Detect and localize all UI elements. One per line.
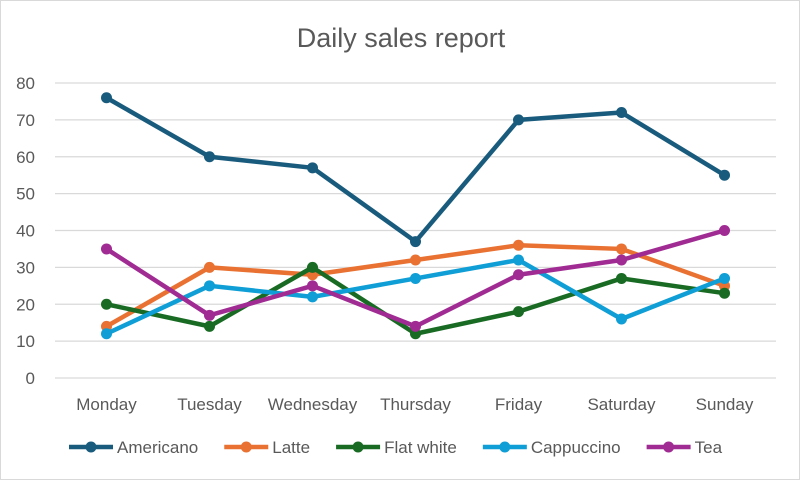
legend-label: Flat white	[384, 438, 457, 457]
data-point	[616, 272, 627, 284]
x-tick-label: Monday	[76, 395, 137, 414]
data-point	[101, 92, 112, 104]
data-point	[719, 169, 730, 181]
y-tick-label: 20	[16, 295, 35, 314]
data-point	[410, 236, 421, 248]
legend-label: Tea	[695, 438, 723, 457]
chart-title: Daily sales report	[297, 23, 506, 53]
y-tick-label: 10	[16, 332, 35, 351]
legend-item: Latte	[224, 438, 310, 457]
x-tick-label: Friday	[495, 395, 543, 414]
y-tick-label: 50	[16, 185, 35, 204]
data-point	[307, 291, 318, 303]
data-point	[513, 306, 524, 318]
x-tick-label: Saturday	[587, 395, 656, 414]
legend-label: Cappuccino	[531, 438, 621, 457]
data-point	[616, 243, 627, 255]
data-point	[101, 298, 112, 310]
legend-item: Americano	[69, 438, 198, 457]
data-point	[204, 280, 215, 292]
data-point	[410, 254, 421, 266]
data-point	[616, 313, 627, 325]
data-point	[410, 272, 421, 284]
data-point	[204, 261, 215, 273]
data-point	[204, 151, 215, 163]
series-americano	[101, 92, 730, 248]
y-tick-label: 0	[26, 369, 35, 388]
y-tick-label: 80	[16, 74, 35, 93]
y-tick-label: 70	[16, 111, 35, 130]
data-point	[307, 162, 318, 174]
data-point	[513, 239, 524, 251]
data-point	[204, 309, 215, 321]
data-point	[101, 243, 112, 255]
legend-label: Americano	[117, 438, 198, 457]
data-point	[719, 272, 730, 284]
data-point	[616, 107, 627, 118]
legend-marker	[352, 441, 364, 453]
data-point	[719, 225, 730, 236]
x-tick-label: Sunday	[696, 395, 754, 414]
data-point	[719, 287, 730, 299]
x-tick-label: Tuesday	[177, 395, 242, 414]
series-tea	[101, 225, 730, 332]
data-point	[513, 269, 524, 281]
legend-marker	[240, 441, 252, 453]
legend-item: Cappuccino	[482, 438, 621, 457]
legend-marker	[499, 441, 511, 453]
legend-item: Flat white	[336, 438, 457, 457]
data-point	[410, 320, 421, 332]
data-point	[204, 320, 215, 332]
legend-label: Latte	[272, 438, 310, 457]
series-latte	[101, 239, 730, 332]
data-point	[307, 261, 318, 273]
y-tick-label: 40	[16, 222, 35, 241]
legend-item: Tea	[646, 438, 723, 457]
series-cappuccino	[101, 254, 730, 340]
y-tick-label: 30	[16, 258, 35, 277]
data-point	[513, 114, 524, 126]
x-tick-label: Thursday	[380, 395, 451, 414]
data-point	[513, 254, 524, 266]
y-tick-label: 60	[16, 148, 35, 167]
legend-marker	[85, 441, 97, 453]
x-tick-label: Wednesday	[268, 395, 358, 414]
data-point	[307, 280, 318, 292]
data-point	[616, 254, 627, 266]
legend-marker	[663, 441, 675, 453]
data-point	[101, 328, 112, 340]
